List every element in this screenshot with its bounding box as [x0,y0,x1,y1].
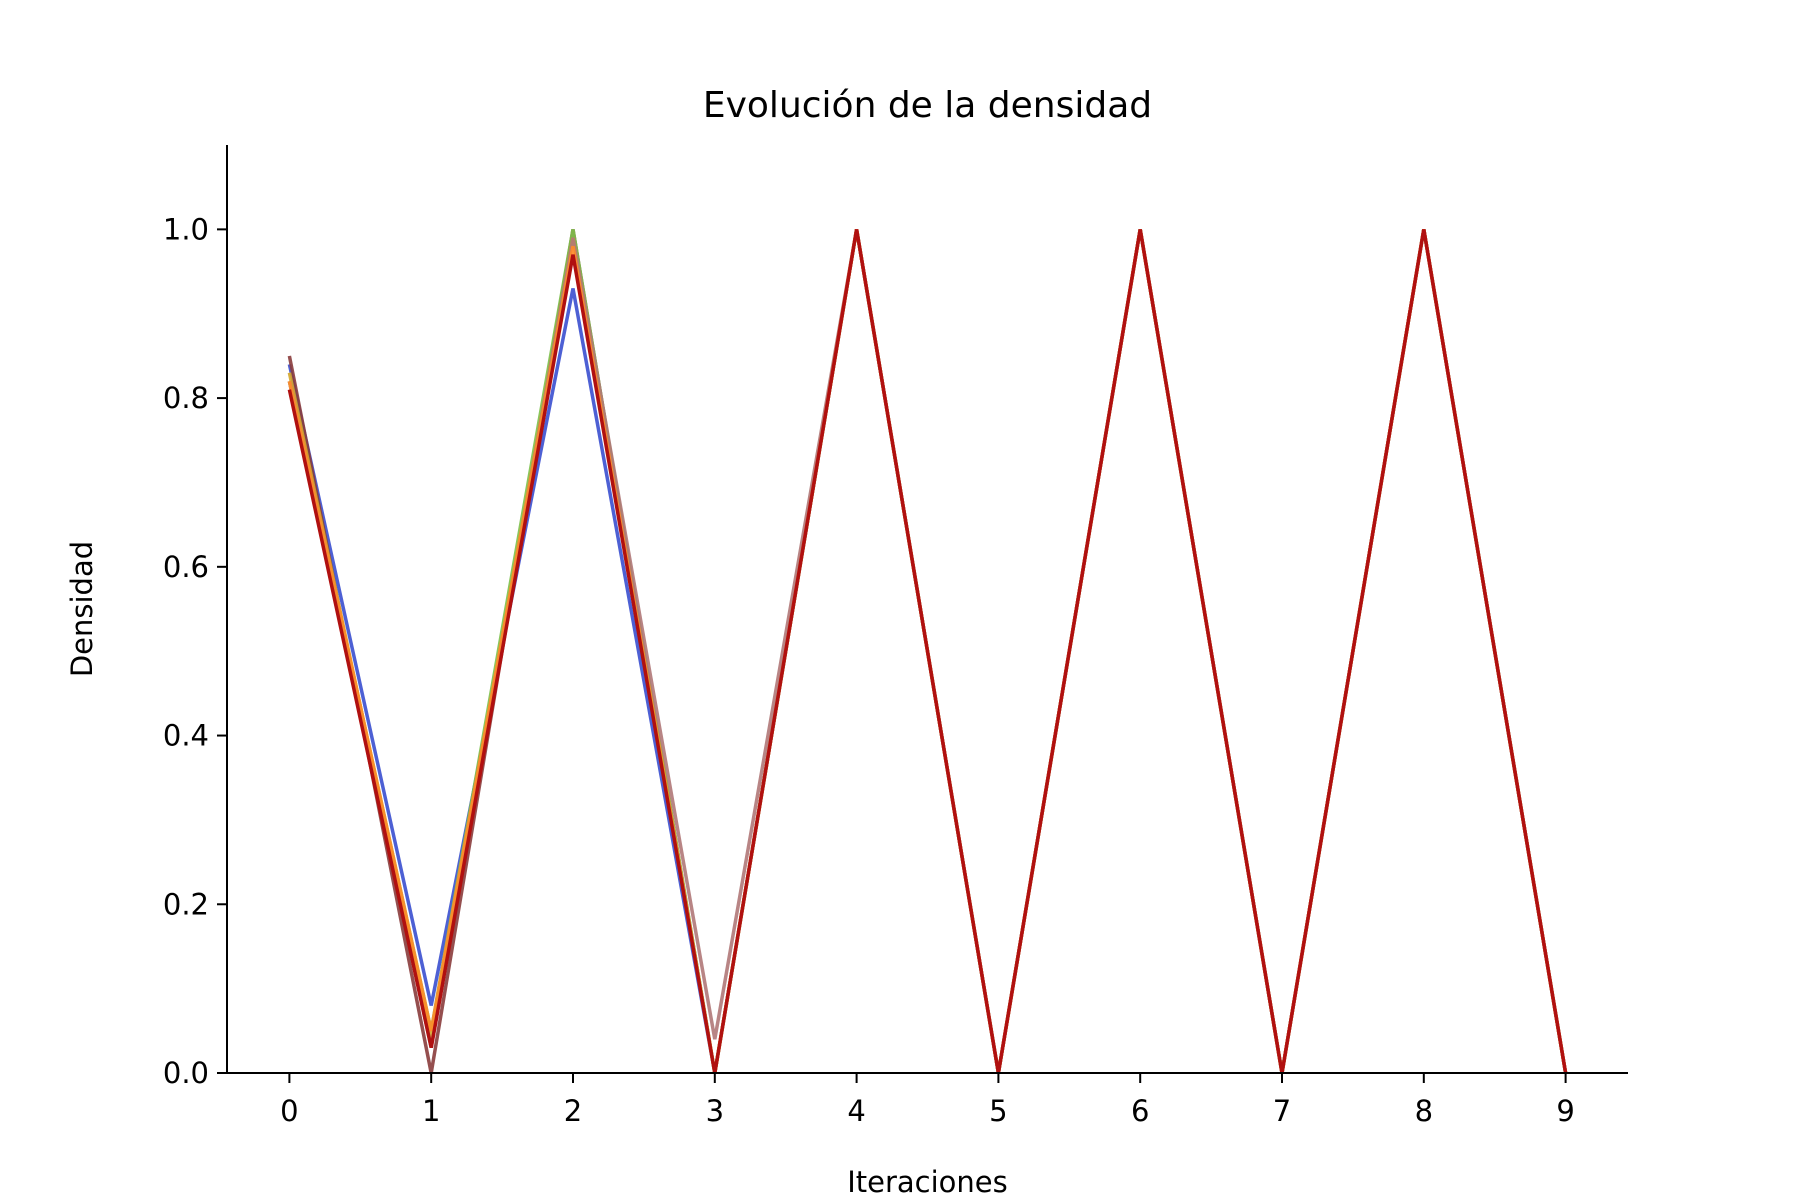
x-tick-label: 5 [989,1094,1007,1128]
series-layer [287,229,1568,1074]
x-tick-label: 9 [1556,1094,1574,1128]
y-tick-label: 0.6 [163,550,209,584]
x-tick-label: 7 [1273,1094,1291,1128]
x-tick-label: 2 [564,1094,582,1128]
x-axis-ticks: 0 1 2 3 4 5 6 7 8 9 [280,1073,1575,1128]
y-tick-label: 0.8 [163,381,209,415]
y-axis-label: Densidad [65,541,99,677]
x-tick-label: 6 [1131,1094,1149,1128]
y-tick-label: 0.0 [163,1056,209,1090]
x-tick-label: 0 [280,1094,298,1128]
x-tick-label: 8 [1415,1094,1433,1128]
x-axis-label: Iteraciones [847,1165,1008,1199]
x-tick-label: 3 [706,1094,724,1128]
x-tick-label: 1 [422,1094,440,1128]
series-line-7 [287,229,1568,1074]
y-tick-label: 0.2 [163,887,209,921]
y-tick-label: 1.0 [163,212,209,246]
y-axis-ticks: 0.0 0.2 0.4 0.6 0.8 1.0 [163,212,227,1090]
y-tick-label: 0.4 [163,719,209,753]
chart-title: Evolución de la densidad [703,85,1152,126]
x-tick-label: 4 [847,1094,865,1128]
